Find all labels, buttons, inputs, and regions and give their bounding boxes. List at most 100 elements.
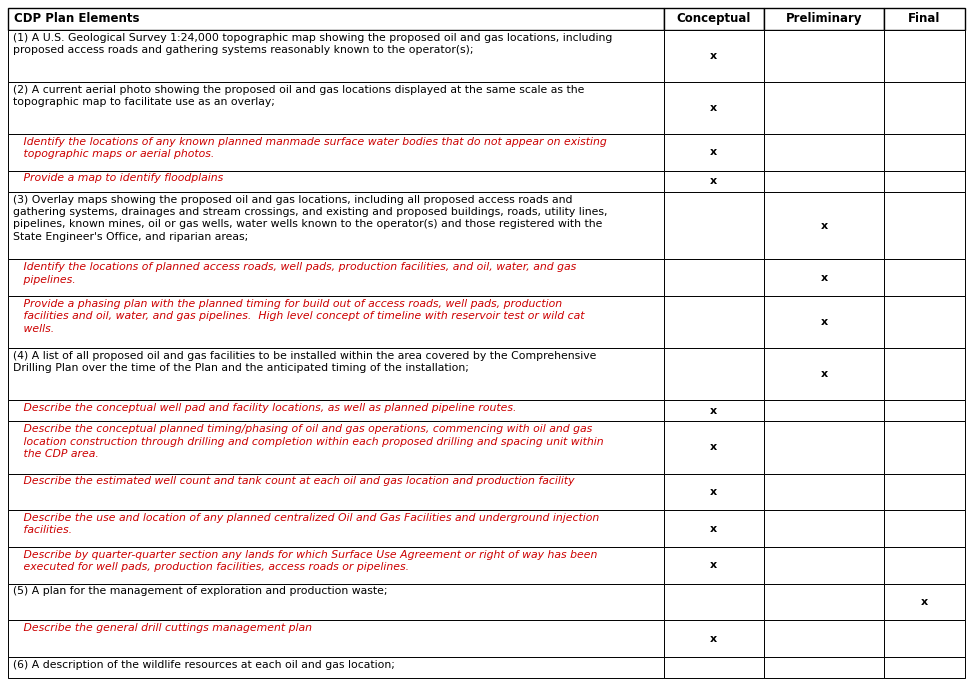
Text: Describe the conceptual well pad and facility locations, as well as planned pipe: Describe the conceptual well pad and fac… xyxy=(14,403,517,413)
Bar xyxy=(764,421,884,473)
Bar xyxy=(664,8,764,30)
Bar xyxy=(884,620,965,657)
Bar xyxy=(764,170,884,192)
Bar xyxy=(8,473,664,510)
Text: x: x xyxy=(711,103,717,113)
Bar xyxy=(8,510,664,547)
Text: x: x xyxy=(711,442,717,453)
Bar xyxy=(764,30,884,82)
Text: (1) A U.S. Geological Survey 1:24,000 topographic map showing the proposed oil a: (1) A U.S. Geological Survey 1:24,000 to… xyxy=(14,32,612,55)
Bar xyxy=(764,547,884,583)
Bar xyxy=(8,348,664,401)
Text: x: x xyxy=(711,406,717,416)
Text: x: x xyxy=(820,273,827,282)
Bar xyxy=(884,8,965,30)
Bar xyxy=(884,401,965,421)
Bar xyxy=(8,620,664,657)
Bar xyxy=(8,547,664,583)
Bar xyxy=(764,134,884,170)
Text: (4) A list of all proposed oil and gas facilities to be installed within the are: (4) A list of all proposed oil and gas f… xyxy=(14,351,597,373)
Bar xyxy=(884,348,965,401)
Text: Describe the general drill cuttings management plan: Describe the general drill cuttings mana… xyxy=(14,623,312,633)
Bar xyxy=(8,296,664,348)
Bar xyxy=(664,657,764,678)
Bar xyxy=(764,473,884,510)
Text: Describe by quarter-quarter section any lands for which Surface Use Agreement or: Describe by quarter-quarter section any … xyxy=(14,550,598,572)
Bar xyxy=(764,192,884,259)
Bar xyxy=(8,259,664,296)
Bar xyxy=(8,192,664,259)
Text: x: x xyxy=(920,597,928,607)
Text: x: x xyxy=(711,523,717,534)
Bar xyxy=(664,421,764,473)
Bar xyxy=(664,30,764,82)
Text: x: x xyxy=(820,221,827,231)
Bar xyxy=(764,510,884,547)
Bar xyxy=(8,30,664,82)
Text: (2) A current aerial photo showing the proposed oil and gas locations displayed : (2) A current aerial photo showing the p… xyxy=(14,85,584,107)
Bar xyxy=(8,134,664,170)
Bar xyxy=(664,259,764,296)
Text: (6) A description of the wildlife resources at each oil and gas location;: (6) A description of the wildlife resour… xyxy=(14,660,396,670)
Bar xyxy=(884,259,965,296)
Bar xyxy=(664,401,764,421)
Bar xyxy=(664,192,764,259)
Text: x: x xyxy=(711,147,717,157)
Bar xyxy=(764,583,884,620)
Bar xyxy=(764,82,884,134)
Text: x: x xyxy=(711,560,717,570)
Text: (3) Overlay maps showing the proposed oil and gas locations, including all propo: (3) Overlay maps showing the proposed oi… xyxy=(14,194,607,242)
Bar xyxy=(764,657,884,678)
Text: Conceptual: Conceptual xyxy=(677,12,751,25)
Text: Identify the locations of any known planned manmade surface water bodies that do: Identify the locations of any known plan… xyxy=(14,137,607,159)
Text: CDP Plan Elements: CDP Plan Elements xyxy=(14,12,139,25)
Bar xyxy=(764,259,884,296)
Text: Preliminary: Preliminary xyxy=(785,12,862,25)
Bar xyxy=(884,583,965,620)
Bar xyxy=(8,421,664,473)
Bar xyxy=(664,170,764,192)
Text: x: x xyxy=(820,369,827,379)
Bar xyxy=(664,510,764,547)
Bar xyxy=(664,82,764,134)
Text: Describe the use and location of any planned centralized Oil and Gas Facilities : Describe the use and location of any pla… xyxy=(14,513,600,535)
Bar xyxy=(664,348,764,401)
Text: (5) A plan for the management of exploration and production waste;: (5) A plan for the management of explora… xyxy=(14,587,388,596)
Bar xyxy=(884,547,965,583)
Bar xyxy=(664,134,764,170)
Bar xyxy=(8,583,664,620)
Text: x: x xyxy=(711,51,717,60)
Bar xyxy=(764,620,884,657)
Text: Provide a phasing plan with the planned timing for build out of access roads, we: Provide a phasing plan with the planned … xyxy=(14,299,585,334)
Text: Final: Final xyxy=(908,12,941,25)
Bar xyxy=(764,8,884,30)
Bar xyxy=(664,296,764,348)
Text: x: x xyxy=(711,487,717,497)
Bar xyxy=(764,401,884,421)
Bar xyxy=(764,348,884,401)
Text: Describe the conceptual planned timing/phasing of oil and gas operations, commen: Describe the conceptual planned timing/p… xyxy=(14,425,604,459)
Bar xyxy=(664,547,764,583)
Bar xyxy=(884,510,965,547)
Bar xyxy=(8,657,664,678)
Bar xyxy=(884,192,965,259)
Bar xyxy=(884,170,965,192)
Text: Describe the estimated well count and tank count at each oil and gas location an: Describe the estimated well count and ta… xyxy=(14,476,574,486)
Bar xyxy=(8,82,664,134)
Text: Provide a map to identify floodplains: Provide a map to identify floodplains xyxy=(14,173,224,183)
Bar xyxy=(764,296,884,348)
Bar xyxy=(884,473,965,510)
Bar xyxy=(884,296,965,348)
Bar xyxy=(664,620,764,657)
Bar xyxy=(884,421,965,473)
Bar xyxy=(884,134,965,170)
Bar xyxy=(8,8,664,30)
Bar xyxy=(884,657,965,678)
Bar xyxy=(8,170,664,192)
Bar xyxy=(884,82,965,134)
Text: Identify the locations of planned access roads, well pads, production facilities: Identify the locations of planned access… xyxy=(14,262,576,284)
Bar xyxy=(8,401,664,421)
Text: x: x xyxy=(820,317,827,327)
Text: x: x xyxy=(711,633,717,644)
Bar xyxy=(664,473,764,510)
